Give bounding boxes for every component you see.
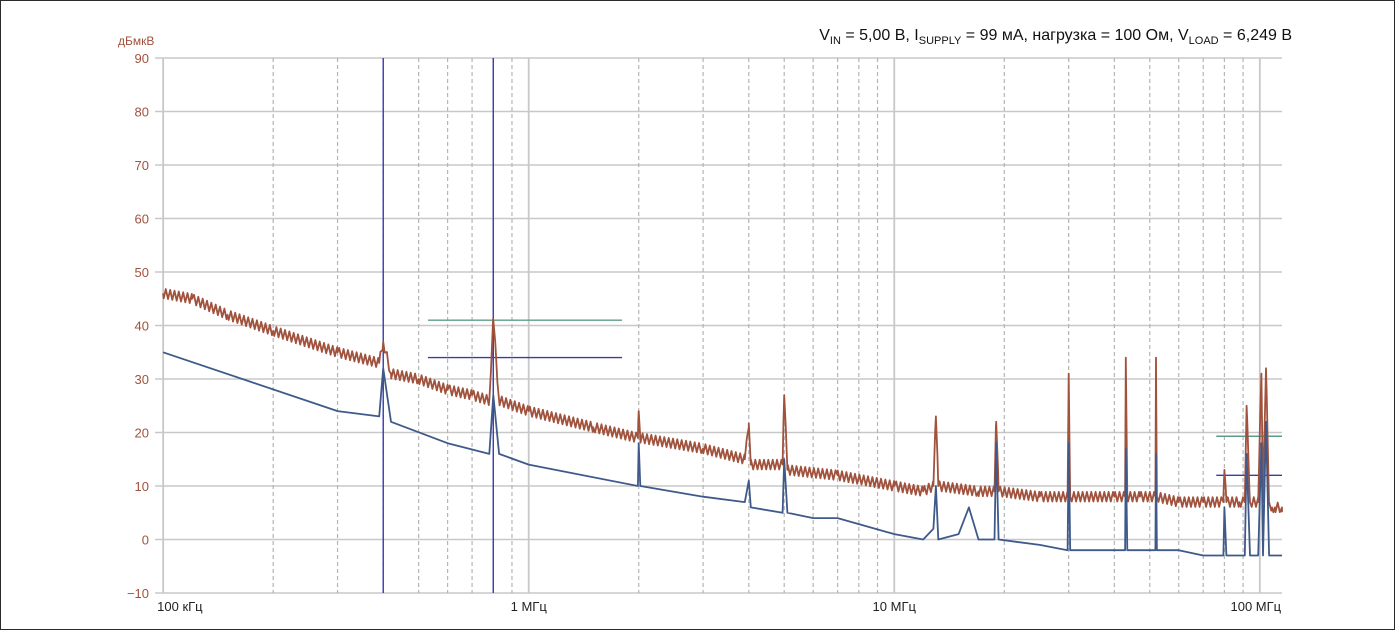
y-tick-label: 90 xyxy=(135,51,149,66)
y-tick-label: 50 xyxy=(135,265,149,280)
chart-title: VIN = 5,00 В, ISUPPLY = 99 мА, нагрузка … xyxy=(819,27,1292,47)
series-lines xyxy=(162,288,1283,557)
y-tick-label: 0 xyxy=(142,533,149,548)
title-isupply-value: = 99 мА, нагрузка = 100 Ом, xyxy=(961,27,1178,44)
title-vin-subscript: IN xyxy=(830,35,841,47)
x-tick-label: 10 МГц xyxy=(873,599,917,614)
title-isupply-subscript: SUPPLY xyxy=(919,35,962,47)
x-tick-label: 100 МГц xyxy=(1230,599,1281,614)
y-tick-label: 70 xyxy=(135,158,149,173)
title-isupply-symbol: I xyxy=(914,27,918,44)
y-tick-label: 80 xyxy=(135,105,149,120)
y-tick-label: 10 xyxy=(135,479,149,494)
series-peak-line xyxy=(162,288,1283,514)
grid xyxy=(155,57,1282,594)
y-tick-label: 20 xyxy=(135,426,149,441)
series-average-line xyxy=(162,351,1282,557)
y-axis-ticks: −10 0 10 20 30 40 50 60 70 80 90 xyxy=(127,51,149,601)
y-tick-label: 40 xyxy=(135,319,149,334)
title-vload-subscript: LOAD xyxy=(1189,35,1219,47)
title-vin-value: = 5,00 В, xyxy=(841,27,914,44)
x-tick-label: 1 МГц xyxy=(511,599,548,614)
y-tick-label: 60 xyxy=(135,212,149,227)
y-axis-label: дБмкВ xyxy=(118,34,154,48)
title-vin-symbol: V xyxy=(819,27,830,44)
x-axis-ticks: 100 кГц 1 МГц 10 МГц 100 МГц xyxy=(157,599,1282,614)
x-tick-label: 100 кГц xyxy=(157,599,203,614)
title-vload-value: = 6,249 В xyxy=(1219,27,1292,44)
limit-lines xyxy=(427,319,1282,476)
y-tick-label: −10 xyxy=(127,586,149,601)
y-tick-label: 30 xyxy=(135,372,149,387)
title-vload-symbol: V xyxy=(1178,27,1189,44)
